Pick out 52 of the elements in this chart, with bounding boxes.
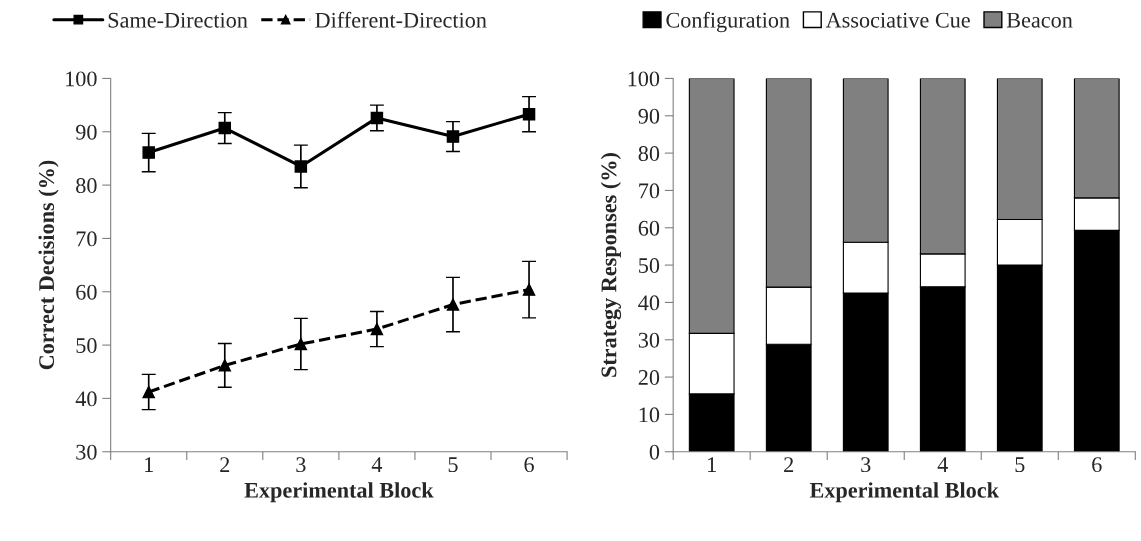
x-tick-label: 6 — [1092, 457, 1102, 473]
y-tick-label: 40 — [75, 391, 97, 407]
y-tick-label: 80 — [76, 178, 97, 194]
x-tick-label: 4 — [371, 457, 383, 472]
point — [446, 130, 460, 143]
legend-label: Different-Direction — [315, 11, 487, 28]
x-tick-label: 5 — [1015, 457, 1025, 473]
point — [522, 107, 536, 121]
legend-label: Beacon — [1006, 12, 1073, 28]
point — [142, 385, 155, 399]
y-tick-label: 40 — [638, 295, 660, 311]
y-tick-label: 100 — [628, 71, 660, 87]
point — [294, 160, 308, 173]
y-axis-title: Correct Decisions (%) — [38, 160, 59, 370]
x-tick-label: 3 — [861, 457, 871, 473]
y-tick-label: 70 — [639, 183, 660, 199]
y-tick-label: 60 — [76, 284, 97, 300]
x-axis-title: Experimental Block — [244, 482, 434, 503]
legend-label: Associative Cue — [825, 12, 970, 28]
point — [370, 322, 384, 336]
x-tick-label: 1 — [145, 457, 153, 472]
point — [218, 359, 232, 372]
point — [522, 283, 536, 296]
y-tick-label: 0 — [649, 444, 660, 460]
x-tick-label: 4 — [937, 457, 948, 472]
point — [370, 111, 384, 125]
point — [446, 298, 460, 311]
y-tick-label: 60 — [638, 220, 660, 236]
x-tick-label: 1 — [708, 457, 716, 472]
y-tick-label: 80 — [638, 146, 660, 162]
x-tick-label: 6 — [524, 457, 534, 473]
legend-label: Same-Direction — [108, 12, 248, 28]
point — [142, 146, 155, 159]
point — [218, 121, 232, 135]
y-tick-label: 20 — [638, 370, 660, 386]
y-tick-label: 100 — [66, 71, 97, 87]
y-tick-label: 30 — [638, 332, 660, 348]
x-tick-label: 3 — [296, 457, 306, 473]
y-axis-title: Strategy Responses (%) — [600, 153, 622, 377]
y-tick-label: 70 — [76, 231, 97, 247]
x-tick-label: 5 — [448, 457, 458, 473]
y-tick-label: 30 — [76, 444, 97, 460]
y-tick-label: 90 — [638, 108, 660, 124]
x-axis-title: Experimental Block — [809, 482, 999, 503]
point — [294, 337, 308, 351]
y-tick-label: 50 — [639, 258, 660, 274]
y-tick-label: 90 — [75, 124, 97, 140]
x-tick-label: 2 — [784, 457, 794, 472]
legend-label: Configuration — [666, 11, 790, 33]
x-tick-label: 2 — [220, 457, 230, 472]
y-tick-label: 50 — [76, 338, 97, 354]
y-tick-label: 10 — [639, 407, 660, 423]
